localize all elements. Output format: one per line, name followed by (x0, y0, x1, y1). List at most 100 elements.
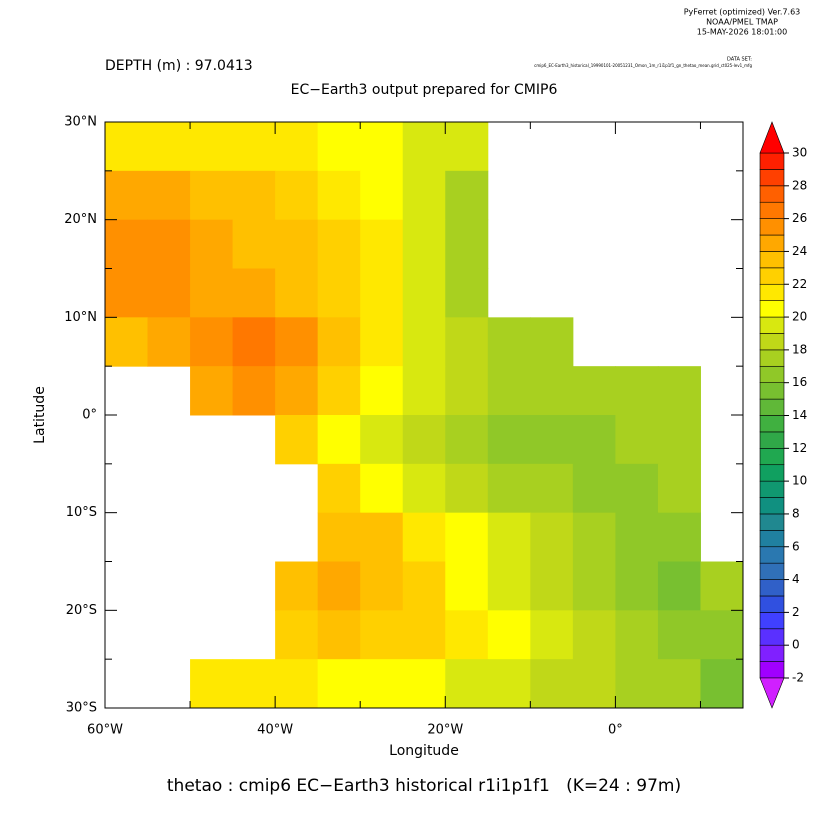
colorbar-box (759, 333, 785, 351)
colorbar-box (759, 349, 785, 367)
colorbar-label: 16 (792, 375, 807, 389)
cell (487, 610, 531, 660)
y-tick-label: 20°S (66, 603, 97, 618)
cell (530, 463, 574, 514)
colorbar-box (759, 365, 785, 383)
chart-title: EC−Earth3 output prepared for CMIP6 (291, 82, 558, 98)
colorbar-box (759, 628, 785, 646)
colorbar-label: 8 (792, 506, 800, 520)
colorbar-box (759, 382, 785, 400)
cell (190, 317, 234, 367)
colorbar-label: 12 (792, 441, 807, 455)
colorbar-box (759, 169, 785, 187)
cell (530, 415, 574, 465)
cell (487, 463, 531, 514)
cell (487, 512, 531, 562)
colorbar-box (759, 431, 785, 449)
cell (402, 122, 446, 172)
colorbar-box (759, 497, 785, 515)
cell (360, 415, 404, 465)
cell (487, 561, 531, 611)
cell (317, 512, 361, 562)
colorbar-box (759, 316, 785, 334)
cell (147, 317, 191, 367)
cell (572, 463, 616, 514)
y-tick-label: 0° (82, 408, 97, 423)
cell (445, 317, 489, 367)
cell (402, 561, 446, 611)
cell (275, 317, 319, 367)
cell (445, 512, 489, 562)
cell (700, 659, 744, 709)
cell (317, 268, 361, 318)
cell (275, 610, 319, 660)
cell (572, 561, 616, 611)
cell (402, 415, 446, 465)
colorbar-box (759, 267, 785, 285)
cell (445, 170, 489, 221)
cell (105, 219, 149, 269)
colorbar-box (759, 480, 785, 498)
cell (190, 122, 234, 172)
cell (445, 463, 489, 514)
x-tick-label: 40°W (257, 723, 293, 738)
depth-label: DEPTH (m) : 97.0413 (105, 58, 253, 74)
colorbar-box (759, 152, 785, 170)
cell (572, 415, 616, 465)
cell (275, 366, 319, 416)
cell (147, 170, 191, 221)
cell (487, 415, 531, 465)
cell (487, 366, 531, 416)
cell (402, 512, 446, 562)
colorbar-box (759, 513, 785, 531)
colorbar-label: 20 (792, 310, 807, 324)
cell (275, 122, 319, 172)
cell (317, 317, 361, 367)
cell (615, 659, 659, 709)
colorbar-label: 2 (792, 605, 800, 619)
cell (402, 170, 446, 221)
x-tick-label: 20°W (427, 723, 463, 738)
cell (232, 170, 276, 221)
cell (190, 366, 234, 416)
cell (105, 122, 149, 172)
cell (360, 463, 404, 514)
cell (402, 659, 446, 709)
cell (572, 659, 616, 709)
colorbar-box (759, 448, 785, 466)
y-tick-label: 20°N (64, 212, 97, 227)
cell (700, 561, 744, 611)
cell (402, 219, 446, 269)
cell (615, 512, 659, 562)
colorbar-box (759, 185, 785, 203)
cell (487, 317, 531, 367)
colorbar-label: 18 (792, 342, 807, 356)
cell (360, 170, 404, 221)
cell (360, 122, 404, 172)
cell (572, 610, 616, 660)
colorbar-label: 4 (792, 572, 800, 586)
cell (445, 561, 489, 611)
cell (317, 610, 361, 660)
colorbar-over (759, 121, 785, 154)
x-tick-label: 60°W (87, 723, 123, 738)
cell (190, 219, 234, 269)
colorbar-label: 22 (792, 277, 807, 291)
cell (190, 170, 234, 221)
footer: thetao : cmip6 EC−Earth3 historical r1i1… (167, 776, 681, 796)
cell (360, 317, 404, 367)
cell (360, 659, 404, 709)
cell (530, 561, 574, 611)
colorbar-box (759, 546, 785, 564)
colorbar-label: -2 (792, 671, 804, 685)
cell (657, 366, 701, 416)
cell (275, 561, 319, 611)
colorbar-box (759, 415, 785, 433)
cell (105, 317, 149, 367)
colorbar-box (759, 644, 785, 662)
colorbar-box (759, 251, 785, 269)
cell (572, 512, 616, 562)
y-tick-label: 30°N (64, 115, 97, 130)
